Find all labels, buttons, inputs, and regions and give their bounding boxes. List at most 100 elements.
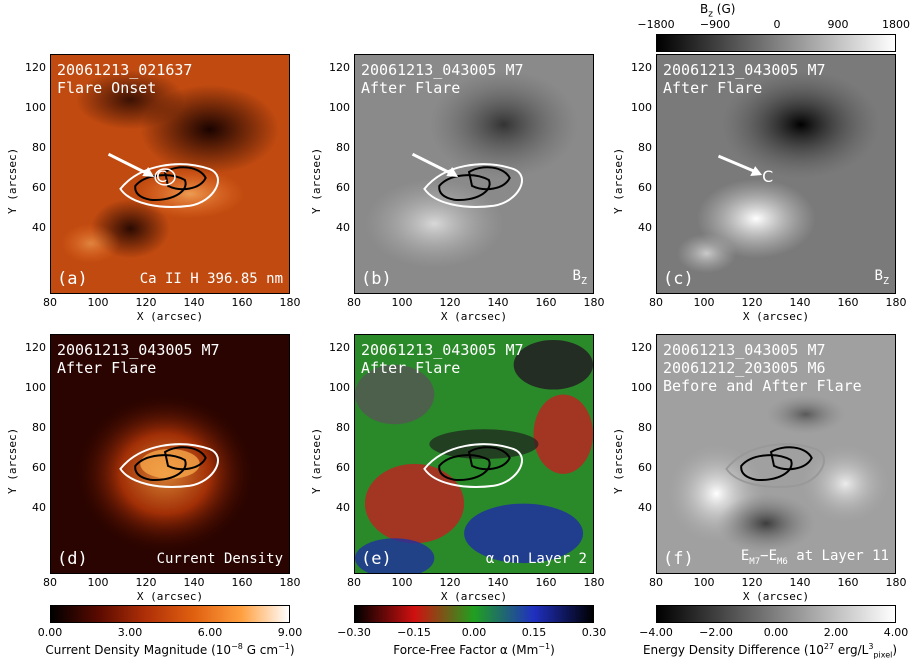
y-tick-label: 120 — [631, 341, 652, 354]
current-density-colorbar — [50, 605, 290, 623]
panel-a-image: C — [51, 55, 289, 293]
panel-a-note: Ca II H 396.85 nm — [139, 271, 283, 287]
panel-b-line1: 20061213_043005 M7 — [361, 61, 524, 79]
x-tick-label: 80 — [649, 296, 663, 309]
x-tick-label: 120 — [135, 296, 157, 309]
y-axis-label: Y (arcsec) — [612, 147, 625, 214]
panel-d-current-density: 20061213_043005 M7 After Flare (d) Curre… — [50, 334, 290, 574]
x-axis-label: X (arcsec) — [742, 310, 810, 323]
panel-e-line1: 20061213_043005 M7 — [361, 341, 524, 359]
y-tick-label: 80 — [638, 421, 652, 434]
x-tick-label: 120 — [741, 296, 763, 309]
x-tick-label: 80 — [43, 296, 57, 309]
panel-f-tag: (f) — [663, 549, 694, 569]
panel-e-tag: (e) — [361, 549, 392, 569]
panel-b-note: BZ — [572, 268, 587, 287]
x-tick-label: 100 — [87, 296, 109, 309]
panel-a-ca-image: C 20061213_021637 Flare Onset (a) Ca II … — [50, 54, 290, 294]
x-axis-label: X (arcsec) — [742, 590, 810, 603]
y-tick-label: 100 — [631, 381, 652, 394]
y-tick-label: 120 — [329, 341, 350, 354]
y-tick-label: 100 — [631, 101, 652, 114]
x-tick-label: 140 — [487, 576, 509, 589]
panel-c-line2: After Flare — [663, 79, 763, 97]
panel-c-tag: (c) — [663, 269, 694, 289]
y-tick-label: 40 — [32, 501, 46, 514]
y-tick-label: 80 — [638, 141, 652, 154]
panel-f-line2: 20061212_203005 M6 — [663, 359, 826, 377]
y-axis-label: Y (arcsec) — [6, 427, 19, 494]
panel-d-image — [51, 335, 289, 573]
panel-f-energy-difference: 20061213_043005 M7 20061212_203005 M6 Be… — [656, 334, 896, 574]
y-tick-label: 60 — [336, 461, 350, 474]
panel-a-marker-c: C — [156, 167, 167, 186]
x-axis-label: X (arcsec) — [136, 310, 204, 323]
x-tick-label: 180 — [583, 296, 605, 309]
panel-d-tag: (d) — [57, 549, 88, 569]
x-tick-label: 80 — [43, 576, 57, 589]
panel-d-line1: 20061213_043005 M7 — [57, 341, 220, 359]
panel-e-alpha-map: 20061213_043005 M7 After Flare (e) α on … — [354, 334, 594, 574]
x-tick-label: 180 — [279, 576, 301, 589]
panel-c-note: BZ — [874, 268, 889, 287]
panel-a-tag: (a) — [57, 269, 88, 289]
energy-colorbar — [656, 605, 896, 623]
y-tick-label: 60 — [336, 181, 350, 194]
x-tick-label: 160 — [837, 576, 859, 589]
y-tick-label: 60 — [32, 461, 46, 474]
x-tick-label: 140 — [789, 296, 811, 309]
y-axis-label: Y (arcsec) — [310, 147, 323, 214]
panel-b-tag: (b) — [361, 269, 392, 289]
y-tick-label: 100 — [25, 381, 46, 394]
panel-f-line1: 20061213_043005 M7 — [663, 341, 826, 359]
panel-b-line2: After Flare — [361, 79, 461, 97]
panel-e-image — [355, 335, 593, 573]
x-tick-label: 160 — [535, 296, 557, 309]
y-tick-label: 120 — [25, 61, 46, 74]
y-tick-label: 120 — [25, 341, 46, 354]
y-axis-label: Y (arcsec) — [612, 427, 625, 494]
y-tick-label: 80 — [336, 421, 350, 434]
x-tick-label: 140 — [183, 296, 205, 309]
y-axis-label: Y (arcsec) — [310, 427, 323, 494]
panel-c-bz-image: C 20061213_043005 M7 After Flare (c) BZ — [656, 54, 896, 294]
x-tick-label: 100 — [693, 576, 715, 589]
x-tick-label: 120 — [439, 576, 461, 589]
y-tick-label: 40 — [638, 221, 652, 234]
y-tick-label: 40 — [638, 501, 652, 514]
x-tick-label: 120 — [439, 296, 461, 309]
panel-f-note: EM7−EM6 at Layer 11 — [740, 548, 889, 567]
panel-a-line1: 20061213_021637 — [57, 61, 193, 79]
panel-e-note: α on Layer 2 — [485, 551, 587, 567]
x-axis-label: X (arcsec) — [136, 590, 204, 603]
x-tick-label: 100 — [693, 296, 715, 309]
x-tick-label: 160 — [231, 296, 253, 309]
x-tick-label: 120 — [135, 576, 157, 589]
y-tick-label: 40 — [336, 501, 350, 514]
bz-colorbar — [656, 34, 896, 52]
x-tick-label: 80 — [347, 296, 361, 309]
y-tick-label: 60 — [32, 181, 46, 194]
y-tick-label: 80 — [32, 421, 46, 434]
x-axis-label: X (arcsec) — [440, 310, 508, 323]
x-tick-label: 160 — [231, 576, 253, 589]
x-tick-label: 160 — [535, 576, 557, 589]
x-axis-label: X (arcsec) — [440, 590, 508, 603]
panel-d-line2: After Flare — [57, 359, 157, 377]
alpha-colorbar-label: Force-Free Factor α (Mm−1) — [393, 642, 555, 657]
x-tick-label: 180 — [885, 576, 907, 589]
x-tick-label: 160 — [837, 296, 859, 309]
current-density-colorbar-label: Current Density Magnitude (10−8 G cm−1) — [45, 642, 295, 657]
panel-c-line1: 20061213_043005 M7 — [663, 61, 826, 79]
bz-colorbar-title: Bz (G) — [700, 2, 736, 20]
y-axis-label: Y (arcsec) — [6, 147, 19, 214]
x-tick-label: 100 — [391, 296, 413, 309]
y-tick-label: 80 — [32, 141, 46, 154]
x-tick-label: 80 — [649, 576, 663, 589]
x-tick-label: 80 — [347, 576, 361, 589]
panel-b-image — [355, 55, 593, 293]
panel-f-image — [657, 335, 895, 573]
alpha-colorbar — [354, 605, 594, 623]
panel-e-line2: After Flare — [361, 359, 461, 377]
x-tick-label: 120 — [741, 576, 763, 589]
